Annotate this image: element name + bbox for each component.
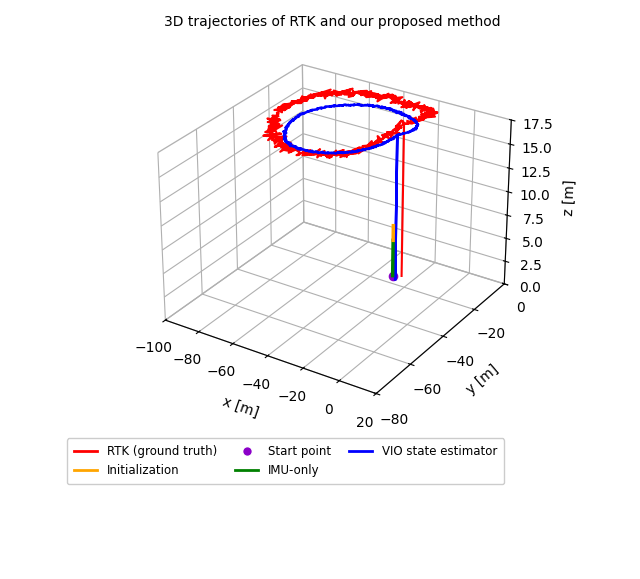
Title: 3D trajectories of RTK and our proposed method: 3D trajectories of RTK and our proposed … [164,15,500,29]
X-axis label: x [m]: x [m] [221,395,261,420]
Y-axis label: y [m]: y [m] [464,362,501,397]
Legend: RTK (ground truth), Initialization, Start point, IMU-only, VIO state estimator: RTK (ground truth), Initialization, Star… [67,438,504,484]
